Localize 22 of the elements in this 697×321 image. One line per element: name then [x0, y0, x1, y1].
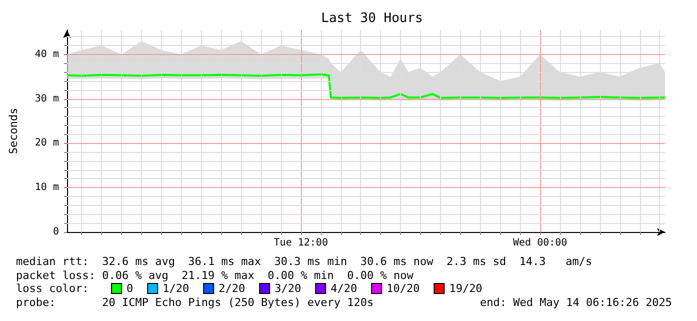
- y-tick-label: 10 m: [34, 182, 59, 194]
- y-tick-label: 20 m: [34, 138, 59, 149]
- chart-title: Last 30 Hours: [321, 11, 423, 26]
- legend-label: 1/20: [162, 282, 190, 295]
- text: end: Wed May 14 06:16:26 2025: [480, 296, 672, 309]
- legend-label: 19/20: [449, 282, 482, 295]
- y-tick-label: 30 m: [34, 93, 59, 104]
- legend-title: loss color:: [16, 282, 89, 295]
- legend-label: 3/20: [274, 282, 302, 295]
- legend-label: 0: [126, 282, 134, 295]
- y-axis-title: Seconds: [7, 108, 20, 154]
- text: median rtt: 32.6 ms avg 36.1 ms max 30.3 ms min 30.6 ms now 2.3 ms sd 14.3 am/s: [16, 255, 592, 268]
- text: probe: 20 ICMP Echo Pings (250 Bytes) every 120s: [16, 296, 374, 309]
- x-tick-label: Tue 12:00: [274, 238, 328, 248]
- x-tick-label: Wed 00:00: [512, 238, 568, 248]
- legend-label: 10/20: [386, 282, 420, 295]
- legend-label: 4/20: [330, 282, 358, 295]
- line-series: [66, 73, 666, 99]
- y-tick-label: 40 m: [34, 48, 59, 60]
- legend-label: 2/20: [218, 282, 246, 295]
- y-tick-label: 0: [52, 226, 59, 238]
- text: packet loss: 0.06 % avg 21.19 % max 0.00 % min 0.00 % now: [16, 269, 414, 282]
